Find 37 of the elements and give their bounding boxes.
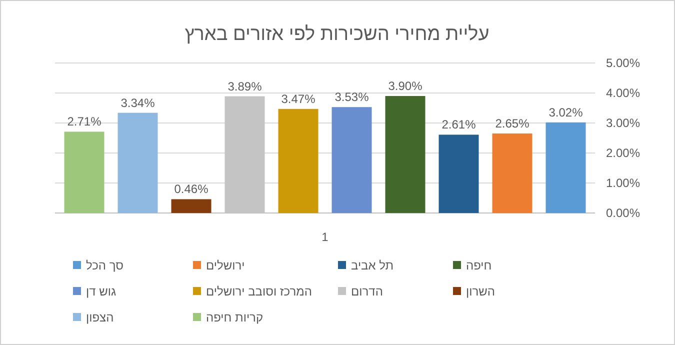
title: עליית מחירי השכירות לפי אזורים בארץ — [184, 24, 490, 45]
data-label: 2.71% — [67, 114, 102, 129]
y-tick-label: 4.00% — [606, 86, 640, 100]
legend-label: הדרום — [351, 284, 383, 298]
legend-label: חיפה — [466, 258, 492, 272]
data-label: 0.46% — [174, 182, 209, 196]
data-label: 3.53% — [334, 90, 370, 104]
bar — [492, 134, 532, 213]
bar — [64, 132, 104, 213]
bar — [546, 122, 586, 213]
bar — [385, 96, 426, 213]
bar — [118, 112, 158, 213]
data-label: 3.47% — [281, 92, 316, 106]
bar — [332, 107, 372, 213]
y-tick-label: 2.00% — [606, 146, 640, 160]
y-tick-label: 1.00% — [606, 176, 640, 190]
data-label: 3.34% — [120, 96, 156, 110]
legend-label: גוש דן — [86, 284, 116, 298]
data-label: 2.65% — [495, 116, 530, 130]
x-tick-label: 1 — [322, 230, 329, 244]
legend-label: הצפון — [86, 310, 114, 324]
bar — [171, 199, 212, 213]
legend-label: המרכז וסובב ירושלים — [206, 284, 312, 298]
legend-label: סך הכל — [86, 258, 124, 272]
bar — [438, 134, 479, 213]
y-tick-label: 0.00% — [606, 206, 640, 220]
legend-label: קריות חיפה — [206, 310, 264, 324]
data-label: 2.61% — [442, 118, 476, 132]
y-tick-label: 3.00% — [606, 116, 640, 130]
legend-label: השרון — [466, 284, 496, 298]
data-label: 3.90% — [388, 79, 423, 93]
legend-label: ירושלים — [206, 258, 245, 272]
y-tick-label: 5.00% — [606, 56, 640, 70]
data-label: 3.02% — [548, 105, 584, 120]
data-label: 3.89% — [228, 79, 262, 94]
legend-label: תל אביב — [351, 258, 394, 272]
bar — [278, 108, 318, 213]
